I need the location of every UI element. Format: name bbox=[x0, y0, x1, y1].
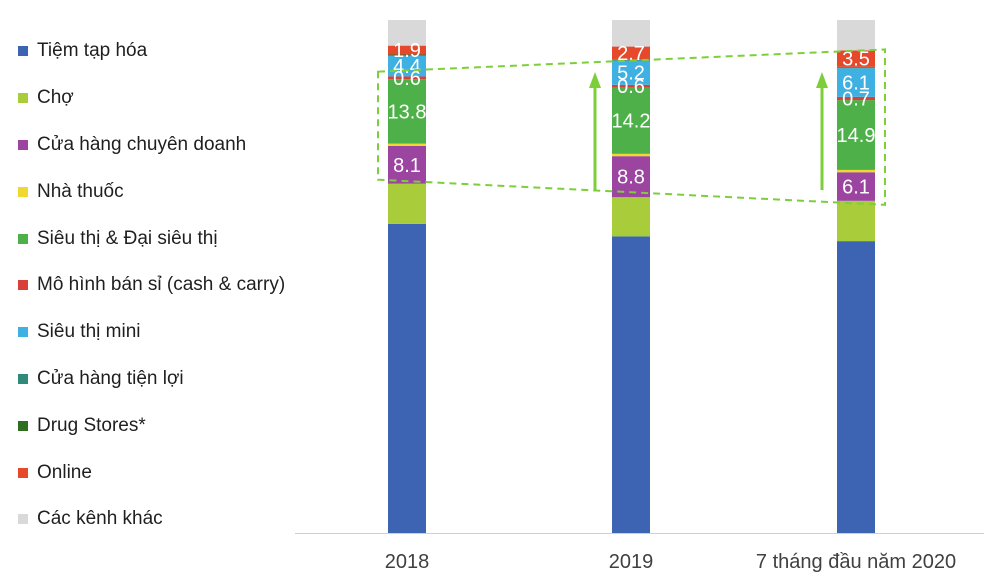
legend-label: Cửa hàng tiện lợi bbox=[37, 367, 184, 389]
bar-segment bbox=[612, 236, 650, 533]
legend-item: Siêu thị mini bbox=[18, 309, 285, 356]
legend-item: Nhà thuốc bbox=[18, 168, 285, 215]
bar-segment bbox=[612, 46, 650, 60]
x-tick-label: 2019 bbox=[609, 551, 654, 573]
bar-segment bbox=[388, 183, 426, 224]
x-tick-label: 2018 bbox=[385, 551, 430, 573]
bar-segment bbox=[837, 68, 875, 97]
bar-segment bbox=[388, 145, 426, 184]
bar-segment bbox=[837, 172, 875, 201]
bar-segment bbox=[388, 76, 426, 80]
legend-swatch bbox=[18, 420, 28, 431]
legend-label: Các kênh khác bbox=[37, 508, 163, 530]
data-label: 6.1 bbox=[842, 177, 870, 199]
data-label: 6.1 bbox=[842, 73, 870, 95]
data-label: 3.5 bbox=[842, 49, 870, 71]
legend-label: Online bbox=[37, 461, 92, 483]
data-label: 1.9 bbox=[393, 40, 421, 62]
data-label: 4.4 bbox=[393, 56, 421, 78]
legend-swatch bbox=[18, 327, 28, 338]
legend-item: Mô hình bán sỉ (cash & carry) bbox=[18, 262, 285, 309]
bar-segment bbox=[388, 143, 426, 146]
bar-segment bbox=[388, 45, 426, 55]
data-label: 14.2 bbox=[612, 111, 651, 133]
data-label: 5.2 bbox=[617, 63, 645, 85]
growth-arrow-head bbox=[816, 72, 828, 88]
bar-segment bbox=[837, 20, 875, 51]
legend-swatch bbox=[18, 93, 28, 104]
legend-swatch bbox=[18, 467, 28, 478]
data-label: 2.7 bbox=[617, 43, 645, 65]
data-label: 0.7 bbox=[842, 88, 870, 110]
legend-item: Drug Stores* bbox=[18, 402, 285, 449]
bar-segment bbox=[388, 54, 426, 56]
legend-item: Chợ bbox=[18, 75, 285, 122]
legend-label: Siêu thị mini bbox=[37, 321, 141, 343]
bar-segment bbox=[612, 20, 650, 47]
data-label: 13.8 bbox=[388, 101, 427, 123]
data-label: 8.8 bbox=[617, 167, 645, 189]
growth-arrow-head bbox=[589, 72, 601, 88]
legend-swatch bbox=[18, 46, 28, 57]
bar-segment bbox=[388, 20, 426, 46]
bar-segment bbox=[612, 197, 650, 237]
bar-segment bbox=[388, 79, 426, 144]
legend: Tiệm tạp hóa Chợ Cửa hàng chuyên doanh Nhà … bbox=[18, 28, 285, 543]
x-tick-label: 7 tháng đầu năm 2020 bbox=[756, 551, 956, 573]
data-label: 0.6 bbox=[393, 68, 421, 90]
data-label: 14.9 bbox=[837, 125, 876, 147]
legend-label: Siêu thị & Đại siêu thị bbox=[37, 227, 218, 249]
legend-label: Cửa hàng chuyên doanh bbox=[37, 133, 247, 155]
legend-label: Tiệm tạp hóa bbox=[37, 40, 148, 62]
bar-segment bbox=[837, 67, 875, 69]
bar-segment bbox=[837, 96, 875, 101]
bar-segment bbox=[612, 60, 650, 85]
bar-segment bbox=[837, 169, 875, 173]
legend-item: Siêu thị & Đại siêu thị bbox=[18, 215, 285, 262]
data-label: 0.6 bbox=[617, 76, 645, 98]
bar-segment bbox=[612, 153, 650, 157]
bar-segment bbox=[612, 84, 650, 88]
legend-item: Tiệm tạp hóa bbox=[18, 28, 285, 75]
legend-item: Online bbox=[18, 449, 285, 496]
bar-segment bbox=[612, 87, 650, 154]
legend-label: Nhà thuốc bbox=[37, 180, 124, 202]
legend-swatch bbox=[18, 233, 28, 244]
legend-label: Chợ bbox=[37, 87, 74, 109]
highlight-box bbox=[377, 48, 886, 206]
bar-segment bbox=[612, 156, 650, 198]
legend-swatch bbox=[18, 514, 28, 525]
legend-item: Các kênh khác bbox=[18, 496, 285, 543]
bar-segment bbox=[837, 200, 875, 242]
legend-swatch bbox=[18, 186, 28, 197]
legend-item: Cửa hàng tiện lợi bbox=[18, 356, 285, 403]
bar-segment bbox=[388, 223, 426, 533]
bar-segment bbox=[837, 100, 875, 170]
legend-item: Cửa hàng chuyên doanh bbox=[18, 122, 285, 169]
legend-label: Drug Stores* bbox=[37, 414, 146, 436]
bar-segment bbox=[837, 241, 875, 533]
legend-label: Mô hình bán sỉ (cash & carry) bbox=[37, 274, 286, 296]
bar-segment bbox=[388, 55, 426, 77]
legend-swatch bbox=[18, 139, 28, 150]
data-label: 8.1 bbox=[393, 155, 421, 177]
legend-swatch bbox=[18, 280, 28, 291]
legend-swatch bbox=[18, 373, 28, 384]
bar-segment bbox=[837, 50, 875, 67]
